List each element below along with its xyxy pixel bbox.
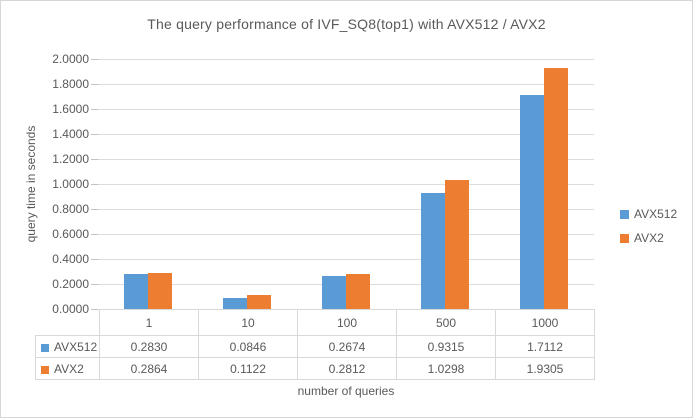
legend-key-icon: [41, 365, 49, 374]
x-axis-title: number of queries: [297, 384, 395, 398]
chart-title: The query performance of IVF_SQ8(top1) w…: [147, 16, 546, 32]
legend-swatch-icon: [620, 233, 629, 243]
table-cell: 0.2830: [99, 335, 199, 358]
bar-avx2-100: [346, 274, 370, 309]
y-axis-tick-mark: [91, 184, 98, 185]
y-tick-label: 1.2000: [52, 152, 89, 166]
table-row-avx512: AVX512 0.2830 0.0846 0.2674 0.9315 1.7112: [35, 335, 595, 358]
table-corner-cell: [35, 309, 100, 336]
y-axis-tick-mark: [91, 109, 98, 110]
y-tick-label: 0.6000: [52, 227, 89, 241]
x-category-label: 10: [198, 309, 298, 336]
gridline: [98, 209, 594, 210]
y-tick-label: 1.8000: [52, 77, 89, 91]
bar-avx2-500: [445, 180, 469, 309]
table-row-header: AVX512: [35, 335, 100, 358]
table-cell: 0.2674: [297, 335, 397, 358]
y-tick-label: 0.8000: [52, 202, 89, 216]
bar-avx512-1: [124, 274, 148, 309]
legend-label: AVX2: [634, 231, 664, 245]
legend-label: AVX512: [634, 207, 678, 221]
bar-avx512-10: [223, 298, 247, 309]
y-tick-label: 1.0000: [52, 177, 89, 191]
bar-avx512-500: [421, 193, 445, 309]
y-axis-tick-mark: [91, 259, 98, 260]
y-tick-label: 0.4000: [52, 252, 89, 266]
legend-item-avx512: AVX512: [620, 207, 677, 221]
x-category-label: 1: [99, 309, 199, 336]
gridline: [98, 159, 594, 160]
table-row-header: AVX2: [35, 357, 100, 380]
bar-avx512-100: [322, 276, 346, 309]
y-axis-tick-mark: [91, 234, 98, 235]
legend-key-icon: [41, 343, 49, 352]
legend-swatch-icon: [620, 209, 629, 219]
y-axis-tick-mark: [91, 84, 98, 85]
y-axis-tick-mark: [91, 134, 98, 135]
data-table: 1 10 100 500 1000 AVX512 0.2830 0.0846 0.2674 0.9…: [35, 309, 595, 380]
y-tick-label: 2.0000: [52, 52, 89, 66]
legend-item-avx2: AVX2: [620, 231, 677, 245]
bar-avx2-1000: [544, 68, 568, 309]
gridline: [98, 134, 594, 135]
bar-avx2-10: [247, 295, 271, 309]
gridline: [98, 184, 594, 185]
legend: AVX512 AVX2: [620, 207, 677, 255]
y-axis-tick-mark: [91, 159, 98, 160]
table-cell: 1.0298: [396, 357, 496, 380]
y-tick-label: 0.2000: [52, 277, 89, 291]
bar-avx2-1: [148, 273, 172, 309]
table-cell: 0.0846: [198, 335, 298, 358]
table-row-avx2: AVX2 0.2864 0.1122 0.2812 1.0298 1.9305: [35, 357, 595, 380]
x-category-label: 500: [396, 309, 496, 336]
x-category-label: 100: [297, 309, 397, 336]
y-axis-tick-mark: [91, 59, 98, 60]
table-cell: 0.1122: [198, 357, 298, 380]
y-axis-tick-mark: [91, 284, 98, 285]
y-axis-tick-mark: [91, 209, 98, 210]
bar-avx512-1000: [520, 95, 544, 309]
gridline: [98, 234, 594, 235]
table-cell: 0.2864: [99, 357, 199, 380]
table-cell: 1.7112: [495, 335, 595, 358]
gridline: [98, 109, 594, 110]
gridline: [98, 259, 594, 260]
table-cell: 1.9305: [495, 357, 595, 380]
table-cell: 0.2812: [297, 357, 397, 380]
x-category-label: 1000: [495, 309, 595, 336]
table-header-row: 1 10 100 500 1000: [35, 309, 595, 336]
table-cell: 0.9315: [396, 335, 496, 358]
y-tick-label: 1.4000: [52, 127, 89, 141]
gridline: [98, 84, 594, 85]
y-tick-label: 1.6000: [52, 102, 89, 116]
gridline: [98, 59, 594, 60]
